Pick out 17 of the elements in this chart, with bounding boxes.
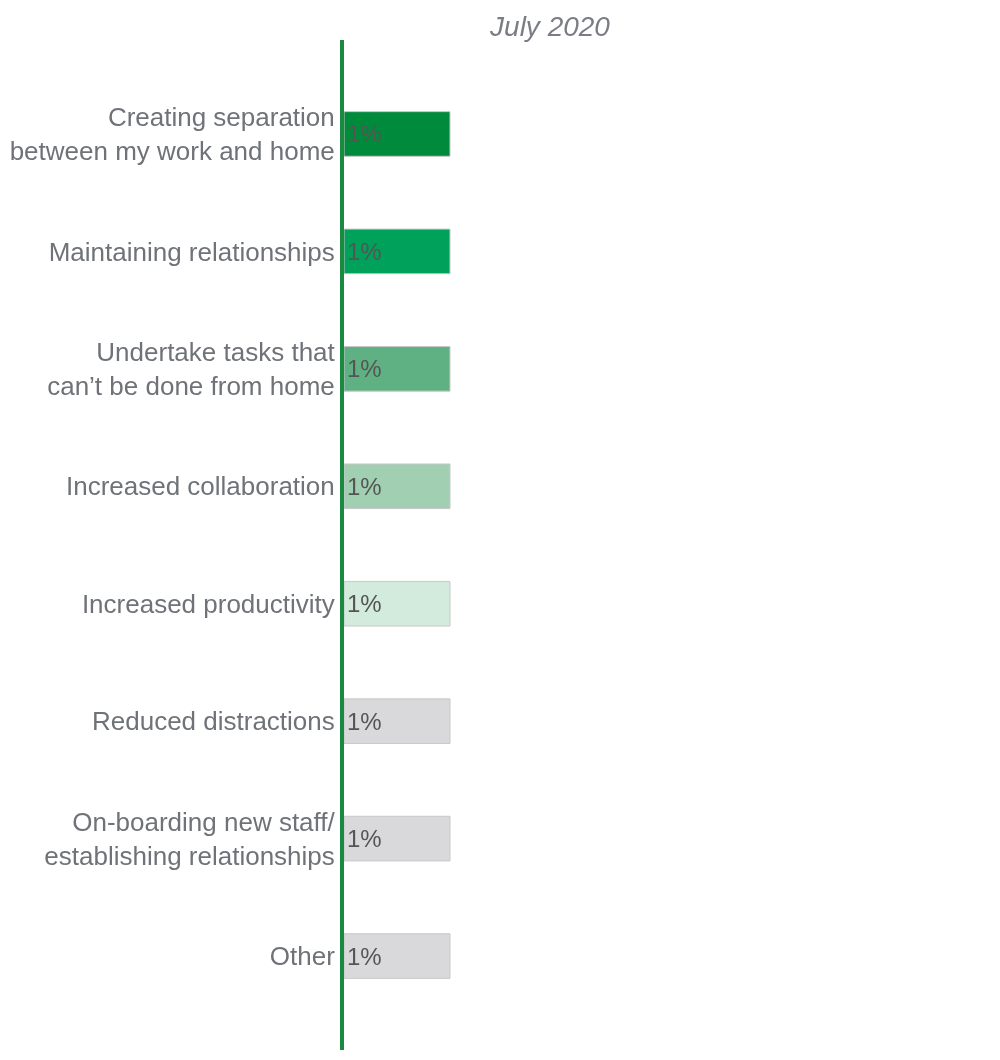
data-label: 1% (347, 472, 382, 500)
y-tick-label: Creating separation between my work and home (9, 102, 335, 166)
data-label: 1% (347, 825, 382, 853)
y-tick-label: Increased productivity (81, 588, 335, 619)
y-tick-label: On-boarding new staff/ establishing relationships (44, 806, 336, 871)
data-label: 1% (347, 707, 382, 735)
text: July 2020 (489, 10, 611, 42)
data-label: 1% (347, 120, 382, 148)
y-tick-label: Other (269, 941, 336, 972)
y-tick-label: Reduced distractions (91, 706, 335, 737)
data-label: 1% (347, 355, 382, 383)
y-tick-label: Undertake tasks that can’t be done from home (47, 337, 336, 401)
y-tick-label: Increased collaboration (65, 471, 335, 502)
data-label: 1% (347, 590, 382, 618)
data-label: 1% (347, 942, 382, 970)
data-label: 1% (347, 237, 382, 265)
y-tick-label: Maintaining relationships (48, 236, 335, 267)
